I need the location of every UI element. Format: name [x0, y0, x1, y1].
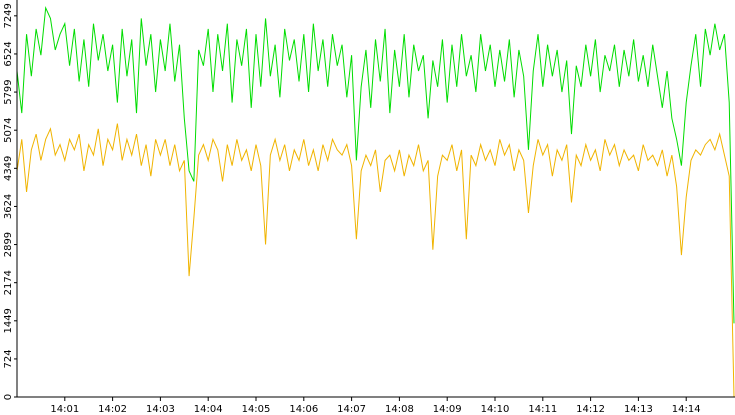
x-tick-label: 14:09 — [433, 404, 462, 415]
x-tick-label: 14:14 — [672, 404, 701, 415]
series-line — [16, 5, 735, 324]
y-tick-label: 5074 — [3, 117, 14, 142]
x-tick-label: 14:06 — [289, 404, 318, 415]
y-tick-label: 724 — [3, 349, 14, 368]
y-tick-label: 1449 — [3, 308, 14, 333]
x-tick-label: 14:07 — [337, 404, 366, 415]
x-tick-label: 14:08 — [385, 404, 414, 415]
y-tick-label: 2899 — [3, 232, 14, 257]
x-tick-label: 14:01 — [50, 404, 79, 415]
y-tick-label: 4349 — [3, 156, 14, 181]
series-line — [16, 123, 735, 398]
x-tick-label: 14:11 — [528, 404, 557, 415]
x-tick-label: 14:02 — [98, 404, 127, 415]
x-tick-label: 14:05 — [242, 404, 271, 415]
x-tick-label: 14:10 — [481, 404, 510, 415]
y-tick-label: 2174 — [3, 270, 14, 295]
x-tick-label: 14:13 — [624, 404, 653, 415]
y-tick-label: 7249 — [3, 3, 14, 28]
y-tick-label: 5799 — [3, 79, 14, 104]
y-tick-label: 6524 — [3, 41, 14, 66]
x-tick-label: 14:04 — [194, 404, 223, 415]
y-tick-label: 3624 — [3, 194, 14, 219]
x-tick-label: 14:03 — [146, 404, 175, 415]
x-tick-label: 14:12 — [576, 404, 605, 415]
y-tick-label: 0 — [3, 394, 14, 400]
